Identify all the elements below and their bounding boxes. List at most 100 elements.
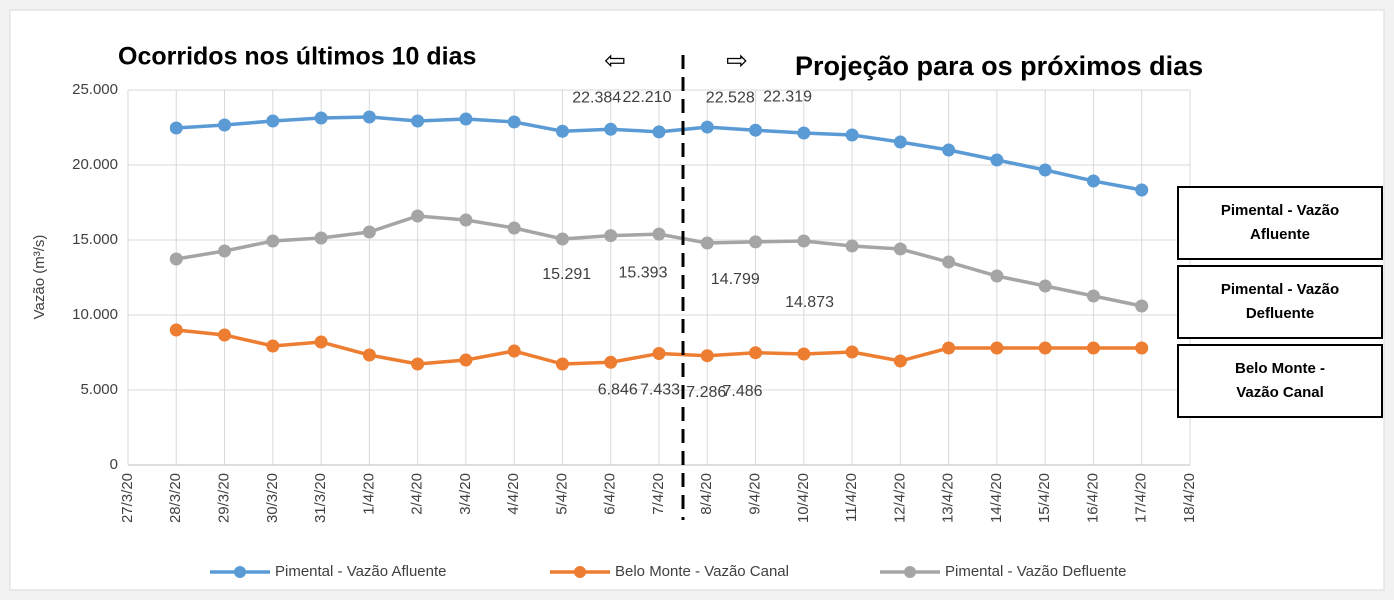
point <box>459 112 473 126</box>
point <box>652 125 666 139</box>
x-tick-label: 6/4/20 <box>602 473 619 515</box>
point <box>990 153 1004 167</box>
x-tick-label: 7/4/20 <box>650 473 667 515</box>
point <box>1038 163 1052 177</box>
point <box>266 114 280 128</box>
plot: 0 5.000 10.000 15.000 20.000 25.000 27/3/20 28/… <box>72 81 1383 580</box>
point <box>218 118 232 132</box>
data-label: 15.393 <box>619 264 668 281</box>
point <box>845 239 859 253</box>
legend-marker <box>234 566 246 578</box>
side-label: Pimental - Vazão <box>1221 281 1339 298</box>
point <box>797 234 811 248</box>
y-tick-label: 0 <box>110 456 118 473</box>
data-label: 7.433 <box>640 382 680 399</box>
y-tick-label: 25.000 <box>72 81 118 98</box>
data-label: 22.319 <box>763 88 812 105</box>
point <box>893 354 907 368</box>
point <box>1135 299 1149 313</box>
x-tick-label: 5/4/20 <box>553 473 570 515</box>
y-axis-label: Vazão (m³/s) <box>31 235 48 320</box>
point <box>700 349 714 363</box>
point <box>604 122 618 136</box>
x-tick-label: 1/4/20 <box>360 473 377 515</box>
x-tick-label: 30/3/20 <box>264 473 281 523</box>
point <box>169 121 183 135</box>
chart-area <box>9 9 1385 591</box>
point <box>314 111 328 125</box>
point <box>1038 279 1052 293</box>
point <box>362 348 376 362</box>
data-label: 7.486 <box>723 383 763 400</box>
point <box>555 232 569 246</box>
point <box>1135 183 1149 197</box>
x-tick-label: 14/4/20 <box>988 473 1005 523</box>
point <box>266 234 280 248</box>
point <box>700 236 714 250</box>
point <box>749 235 763 249</box>
data-label: 6.846 <box>598 382 638 399</box>
x-tick-label: 28/3/20 <box>167 473 184 523</box>
point <box>942 143 956 157</box>
point <box>1038 341 1052 355</box>
arrow: ⇦ <box>604 45 626 75</box>
point <box>459 353 473 367</box>
side-box <box>1177 344 1383 418</box>
point <box>942 341 956 355</box>
x-tick-label: 2/4/20 <box>409 473 426 515</box>
point <box>362 225 376 239</box>
point <box>652 227 666 241</box>
x-tick-label: 27/3/20 <box>119 473 136 523</box>
x-tick-label: 4/4/20 <box>505 473 522 515</box>
point <box>942 255 956 269</box>
point <box>700 120 714 134</box>
point <box>1086 289 1100 303</box>
point <box>604 355 618 369</box>
point <box>169 323 183 337</box>
point <box>507 344 521 358</box>
point <box>604 229 618 243</box>
point <box>218 244 232 258</box>
point <box>1086 341 1100 355</box>
point <box>411 357 425 371</box>
point <box>652 347 666 361</box>
point <box>797 126 811 140</box>
x-tick-label: 3/4/20 <box>457 473 474 515</box>
annotation: Ocorridos nos últimos 10 dias <box>118 43 476 71</box>
x-tick-label: 31/3/20 <box>312 473 329 523</box>
data-label: 22.528 <box>706 89 755 106</box>
point <box>266 339 280 353</box>
legend-marker <box>574 566 586 578</box>
point <box>314 335 328 349</box>
point <box>459 213 473 227</box>
x-tick-label: 12/4/20 <box>891 473 908 523</box>
side-label: Defluente <box>1246 305 1314 322</box>
data-label: 22.210 <box>623 89 672 106</box>
legend-label: Pimental - Vazão Afluente <box>275 563 447 580</box>
data-label: 15.291 <box>542 266 591 283</box>
point <box>1135 341 1149 355</box>
x-tick-label: 18/4/20 <box>1181 473 1198 523</box>
x-tick-label: 17/4/20 <box>1133 473 1150 523</box>
point <box>845 345 859 359</box>
legend-label: Pimental - Vazão Defluente <box>945 563 1127 580</box>
point <box>507 221 521 235</box>
legend-label: Belo Monte - Vazão Canal <box>615 563 789 580</box>
x-tick-label: 16/4/20 <box>1084 473 1101 523</box>
side-label: Pimental - Vazão <box>1221 202 1339 219</box>
side-label: Belo Monte - <box>1235 360 1325 377</box>
point <box>411 209 425 223</box>
point <box>555 357 569 371</box>
point <box>990 269 1004 283</box>
y-tick-label: 20.000 <box>72 156 118 173</box>
side-box <box>1177 265 1383 339</box>
x-tick-label: 9/4/20 <box>747 473 764 515</box>
point <box>555 124 569 138</box>
point <box>411 114 425 128</box>
point <box>749 346 763 360</box>
point <box>797 347 811 361</box>
side-label: Vazão Canal <box>1236 384 1324 401</box>
annotation: Projeção para os próximos dias <box>795 51 1203 81</box>
x-tick-label: 10/4/20 <box>795 473 812 523</box>
